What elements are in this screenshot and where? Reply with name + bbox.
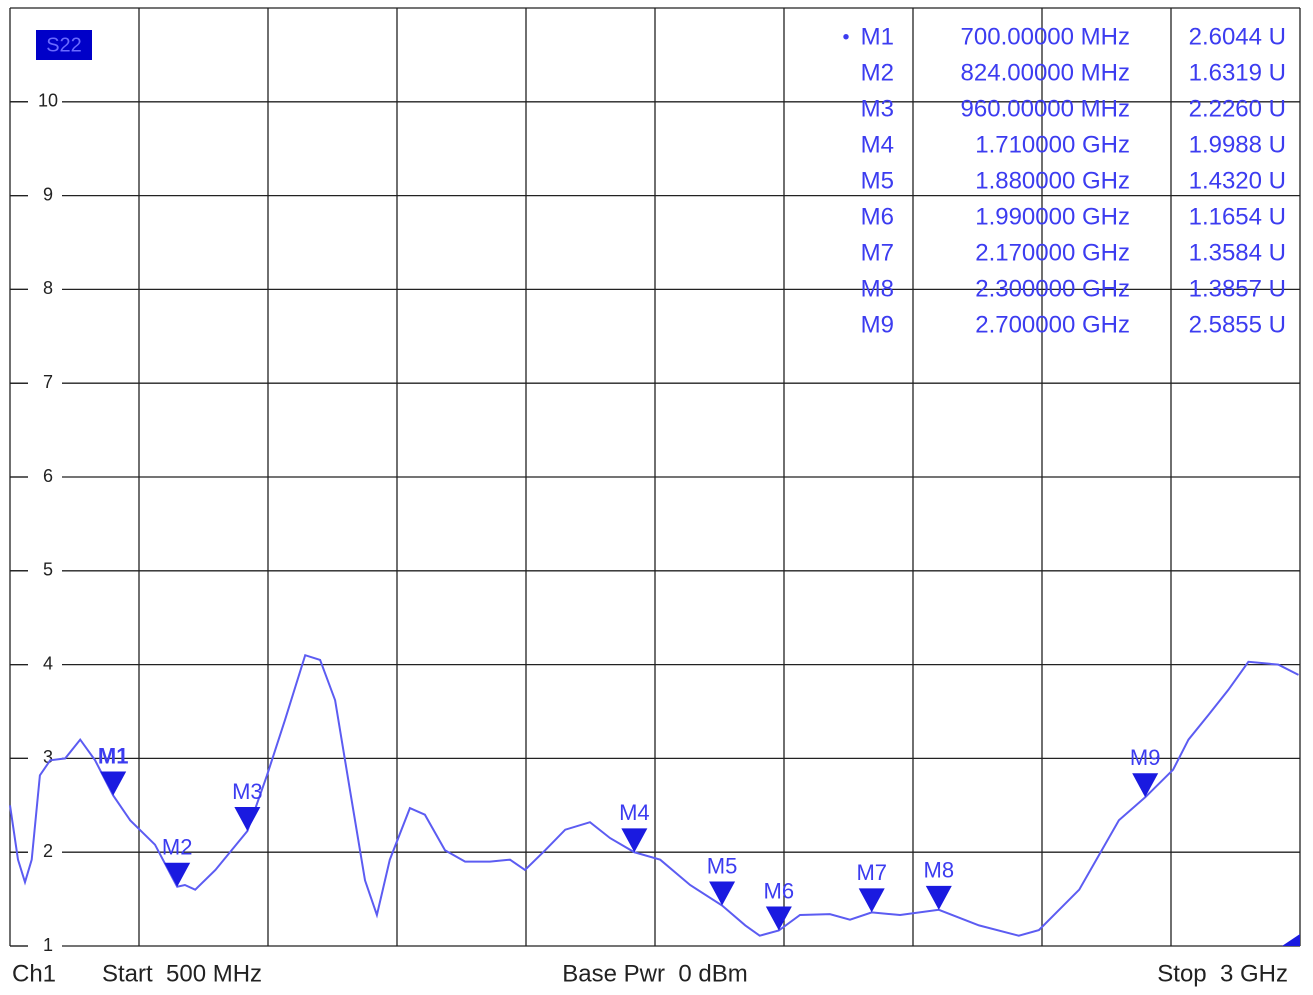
trace-line [9,653,1299,937]
marker-triangle [234,807,261,832]
readout-name: M3 [861,95,894,122]
readout-value: 1.3857 U [1189,275,1286,302]
channel-label: Ch1 [12,960,56,987]
readout-value: 1.9988 U [1189,131,1286,158]
marker-triangle [621,828,648,853]
y-tick-label: 8 [43,278,53,298]
tick-label-bg [28,279,62,300]
readout-frequency: 2.700000 GHz [975,311,1130,338]
readout-name: M8 [861,275,894,302]
marker-triangle [925,885,952,910]
readout-name: M5 [861,167,894,194]
readout-frequency: 960.00000 MHz [961,95,1130,122]
marker-triangle [765,906,792,931]
marker-label: M1 [98,743,129,768]
readout-name: M2 [861,59,894,86]
y-tick-label: 3 [43,747,53,767]
marker-label: M5 [707,853,738,878]
stop-indicator [1282,934,1300,946]
readout-frequency: 2.170000 GHz [975,239,1130,266]
y-tick-label: 2 [43,841,53,861]
tick-label-bg [28,842,62,863]
tick-label-bg [28,91,62,112]
marker-label: M9 [1130,745,1161,770]
readout-value: 2.5855 U [1189,311,1286,338]
readout-name: M1 [861,23,894,50]
readout-name: M4 [861,131,894,158]
tick-label-bg [28,467,62,487]
marker-triangle [1132,773,1159,798]
y-tick-label: 10 [38,91,58,111]
tick-label-bg [28,560,62,581]
readout-frequency: 2.300000 GHz [975,275,1130,302]
readout-value: 1.6319 U [1189,59,1286,86]
y-tick-label: 4 [43,653,53,673]
y-tick-label: 6 [43,466,53,486]
marker-label: M7 [856,860,887,885]
tick-label-bg [28,748,62,769]
readout-name: M6 [861,203,894,230]
marker-triangle [858,888,885,913]
tick-label-bg [28,936,62,956]
marker-label: M3 [232,779,263,804]
y-tick-label: 9 [43,184,53,204]
readout-frequency: 1.710000 GHz [975,131,1130,158]
tick-label-bg [28,654,62,675]
readout-frequency: 1.880000 GHz [975,167,1130,194]
readout-frequency: 824.00000 MHz [961,59,1130,86]
readout-value: 1.1654 U [1189,203,1286,230]
base-power-label: Base Pwr 0 dBm [562,960,747,987]
readout-name: M7 [861,239,894,266]
marker-triangle [709,881,736,906]
tick-label-bg [28,185,62,206]
readout-value: 1.4320 U [1189,167,1286,194]
readout-name: M9 [861,311,894,338]
readout-frequency: 1.990000 GHz [975,203,1130,230]
trace-label: S22 [46,34,82,56]
marker-label: M8 [924,858,955,883]
trace-label-box [36,30,92,60]
active-marker-symbol: • [842,26,849,48]
y-tick-label: 1 [43,935,53,955]
y-tick-label: 5 [43,560,53,580]
tick-label-bg [28,373,62,394]
marker-label: M4 [619,800,650,825]
readout-value: 1.3584 U [1189,239,1286,266]
marker-label: M2 [162,835,193,860]
readout-value: 2.6044 U [1189,23,1286,50]
stop-label: Stop 3 GHz [1157,960,1288,987]
readout-frequency: 700.00000 MHz [961,23,1130,50]
y-tick-label: 7 [43,372,53,392]
start-label: Start 500 MHz [102,960,262,987]
readout-value: 2.2260 U [1189,95,1286,122]
marker-label: M6 [764,878,795,903]
marker-triangle [100,771,127,796]
marker-triangle [164,862,191,887]
